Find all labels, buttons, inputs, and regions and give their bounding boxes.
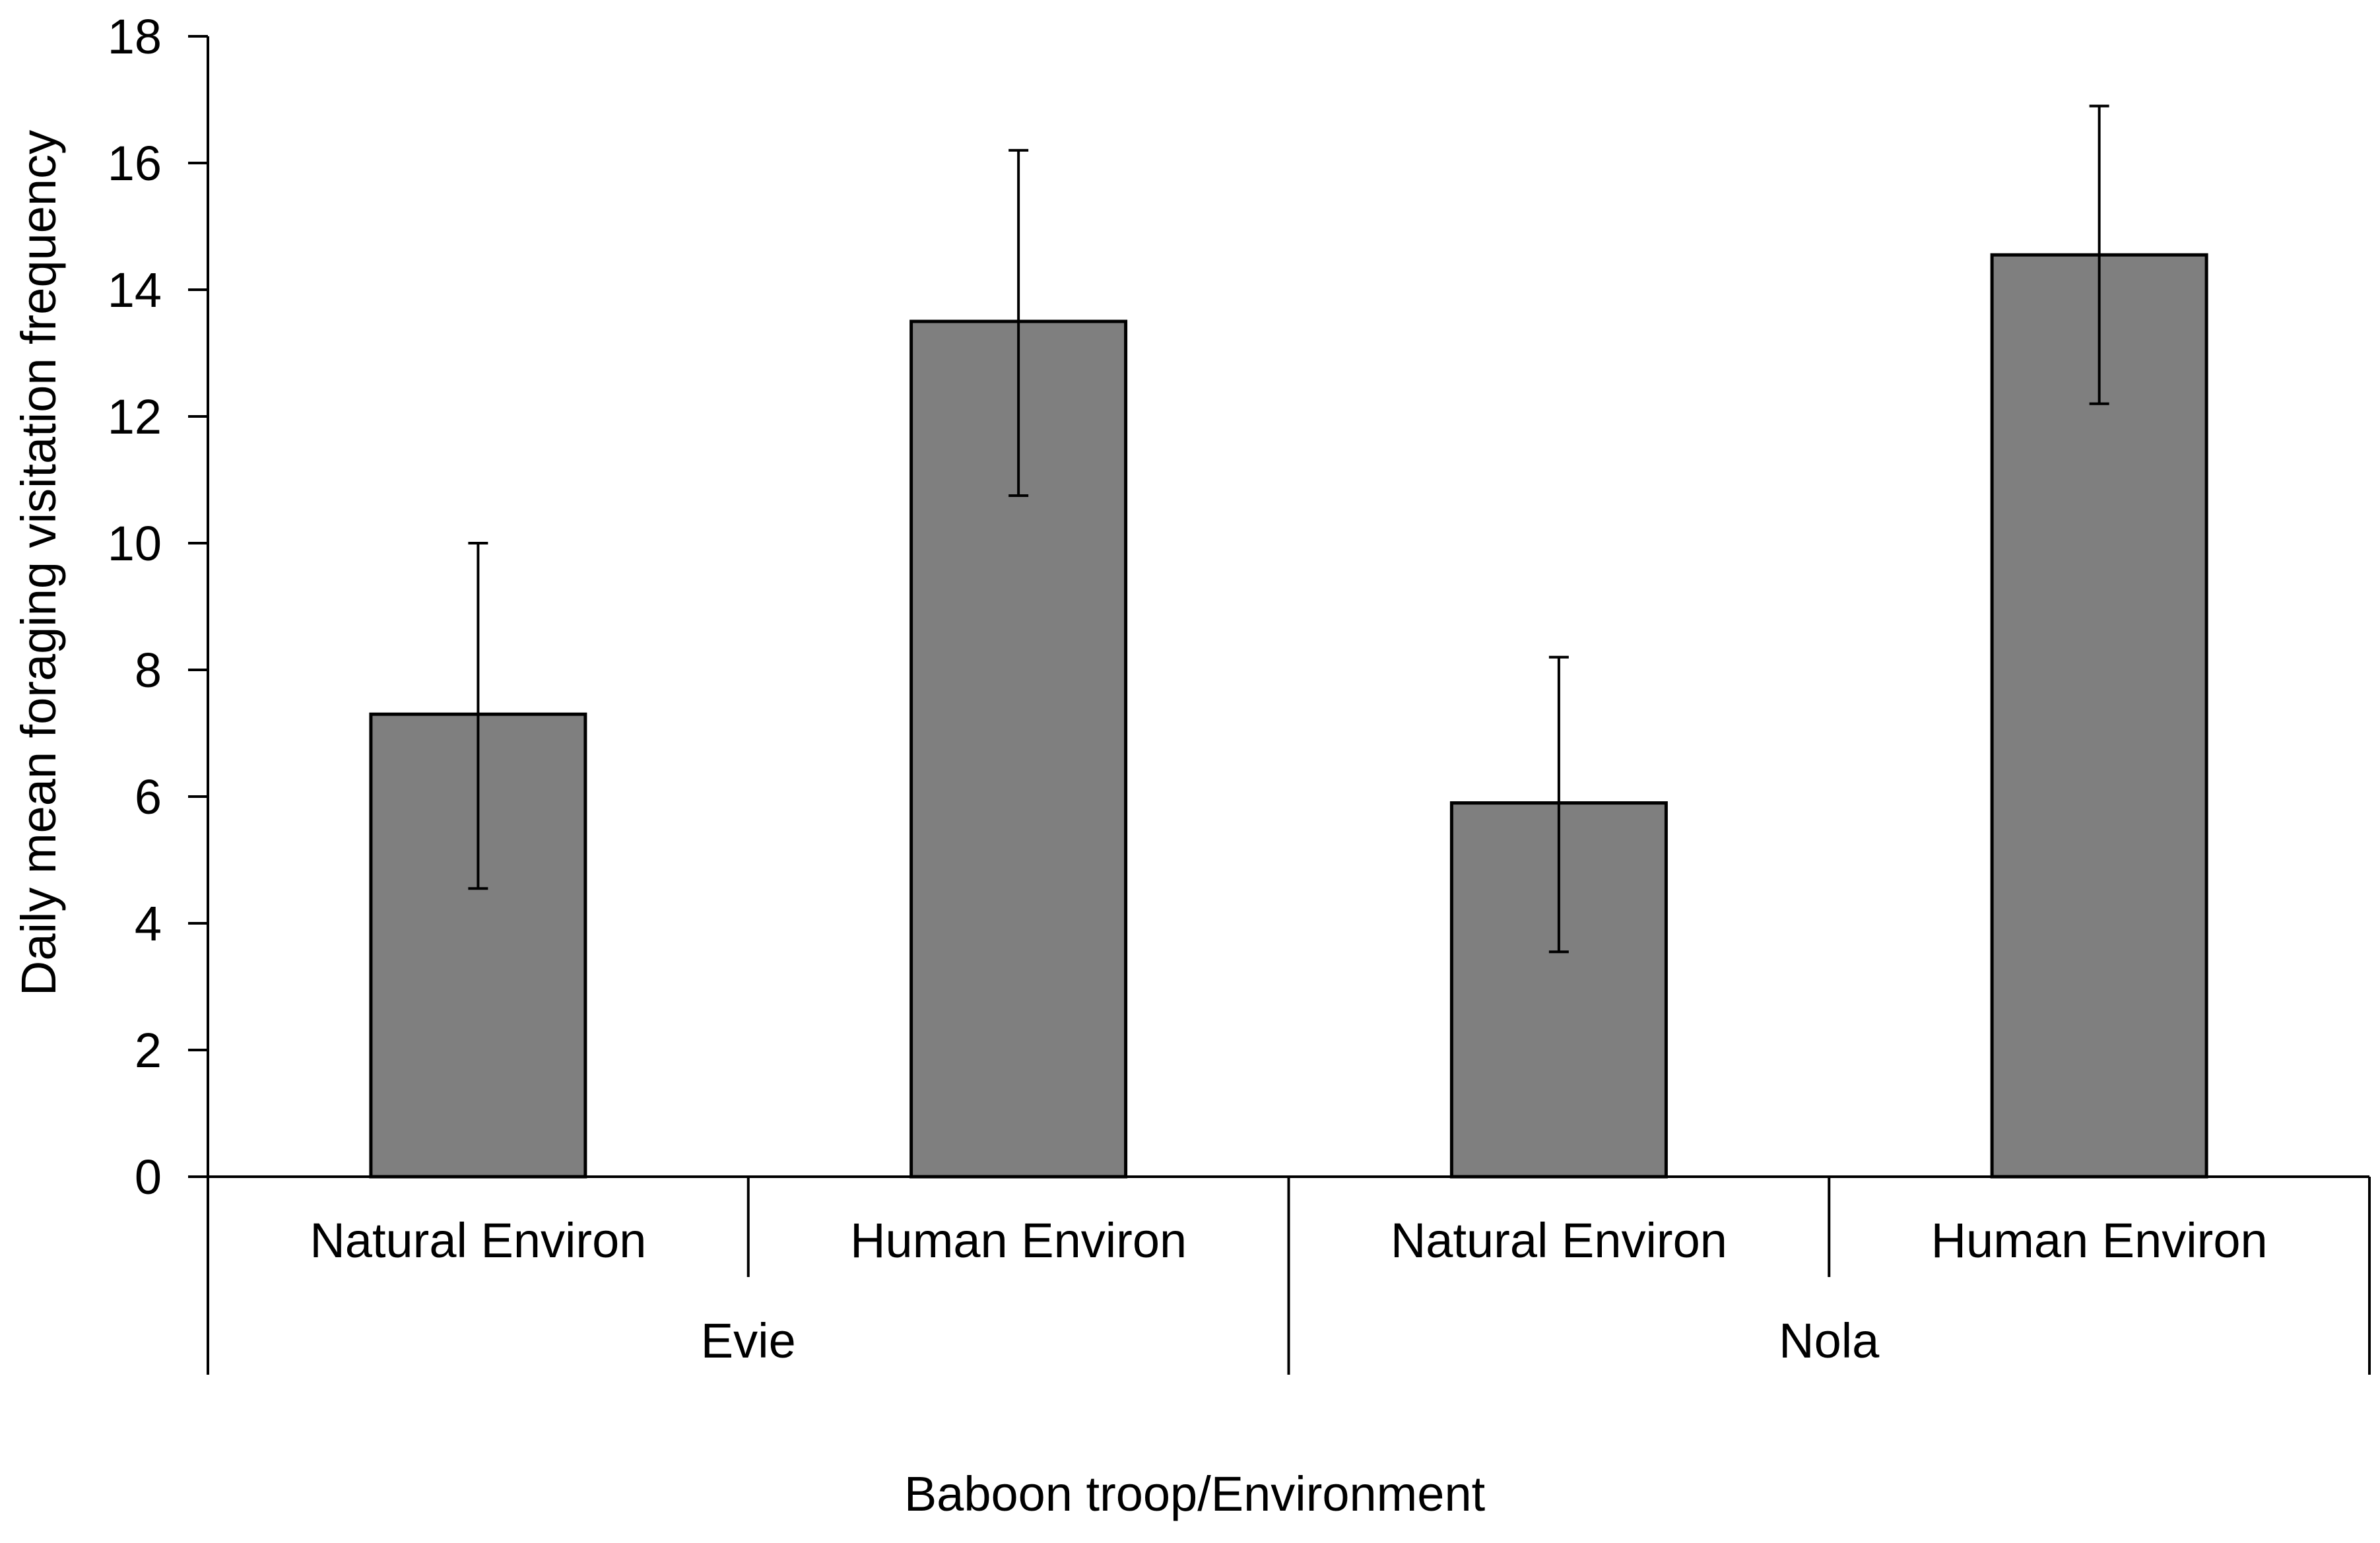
bars-layer: [369, 253, 2208, 1179]
y-tick-label: 4: [135, 896, 162, 951]
bar-nola-human: [1990, 253, 2208, 1179]
category-label: Natural Environ: [310, 1213, 646, 1268]
y-tick-label: 6: [135, 770, 162, 824]
y-ticks-layer: 0 2 4 6 8 10 12 14 16 18: [108, 9, 208, 1204]
y-tick-label: 2: [135, 1023, 162, 1078]
y-tick-label: 0: [135, 1150, 162, 1204]
x-labels-layer: Natural Environ Human Environ Natural Envi…: [310, 1213, 2267, 1368]
error-bars-layer: [468, 104, 2109, 954]
category-label: Human Environ: [850, 1213, 1187, 1268]
y-tick-label: 18: [108, 9, 162, 64]
category-label: Natural Environ: [1391, 1213, 1727, 1268]
group-label-evie: Evie: [701, 1313, 796, 1368]
group-label-nola: Nola: [1779, 1313, 1880, 1368]
axes-layer: [188, 36, 2371, 1375]
y-tick-label: 8: [135, 643, 162, 698]
y-tick-label: 16: [108, 136, 162, 191]
category-label: Human Environ: [1931, 1213, 2268, 1268]
x-axis-title: Baboon troop/Environment: [904, 1466, 1486, 1521]
y-tick-label: 12: [108, 389, 162, 444]
y-tick-label: 14: [108, 263, 162, 317]
y-axis-title: Daily mean foraging visitation frequency: [11, 130, 66, 996]
y-tick-label: 10: [108, 516, 162, 571]
